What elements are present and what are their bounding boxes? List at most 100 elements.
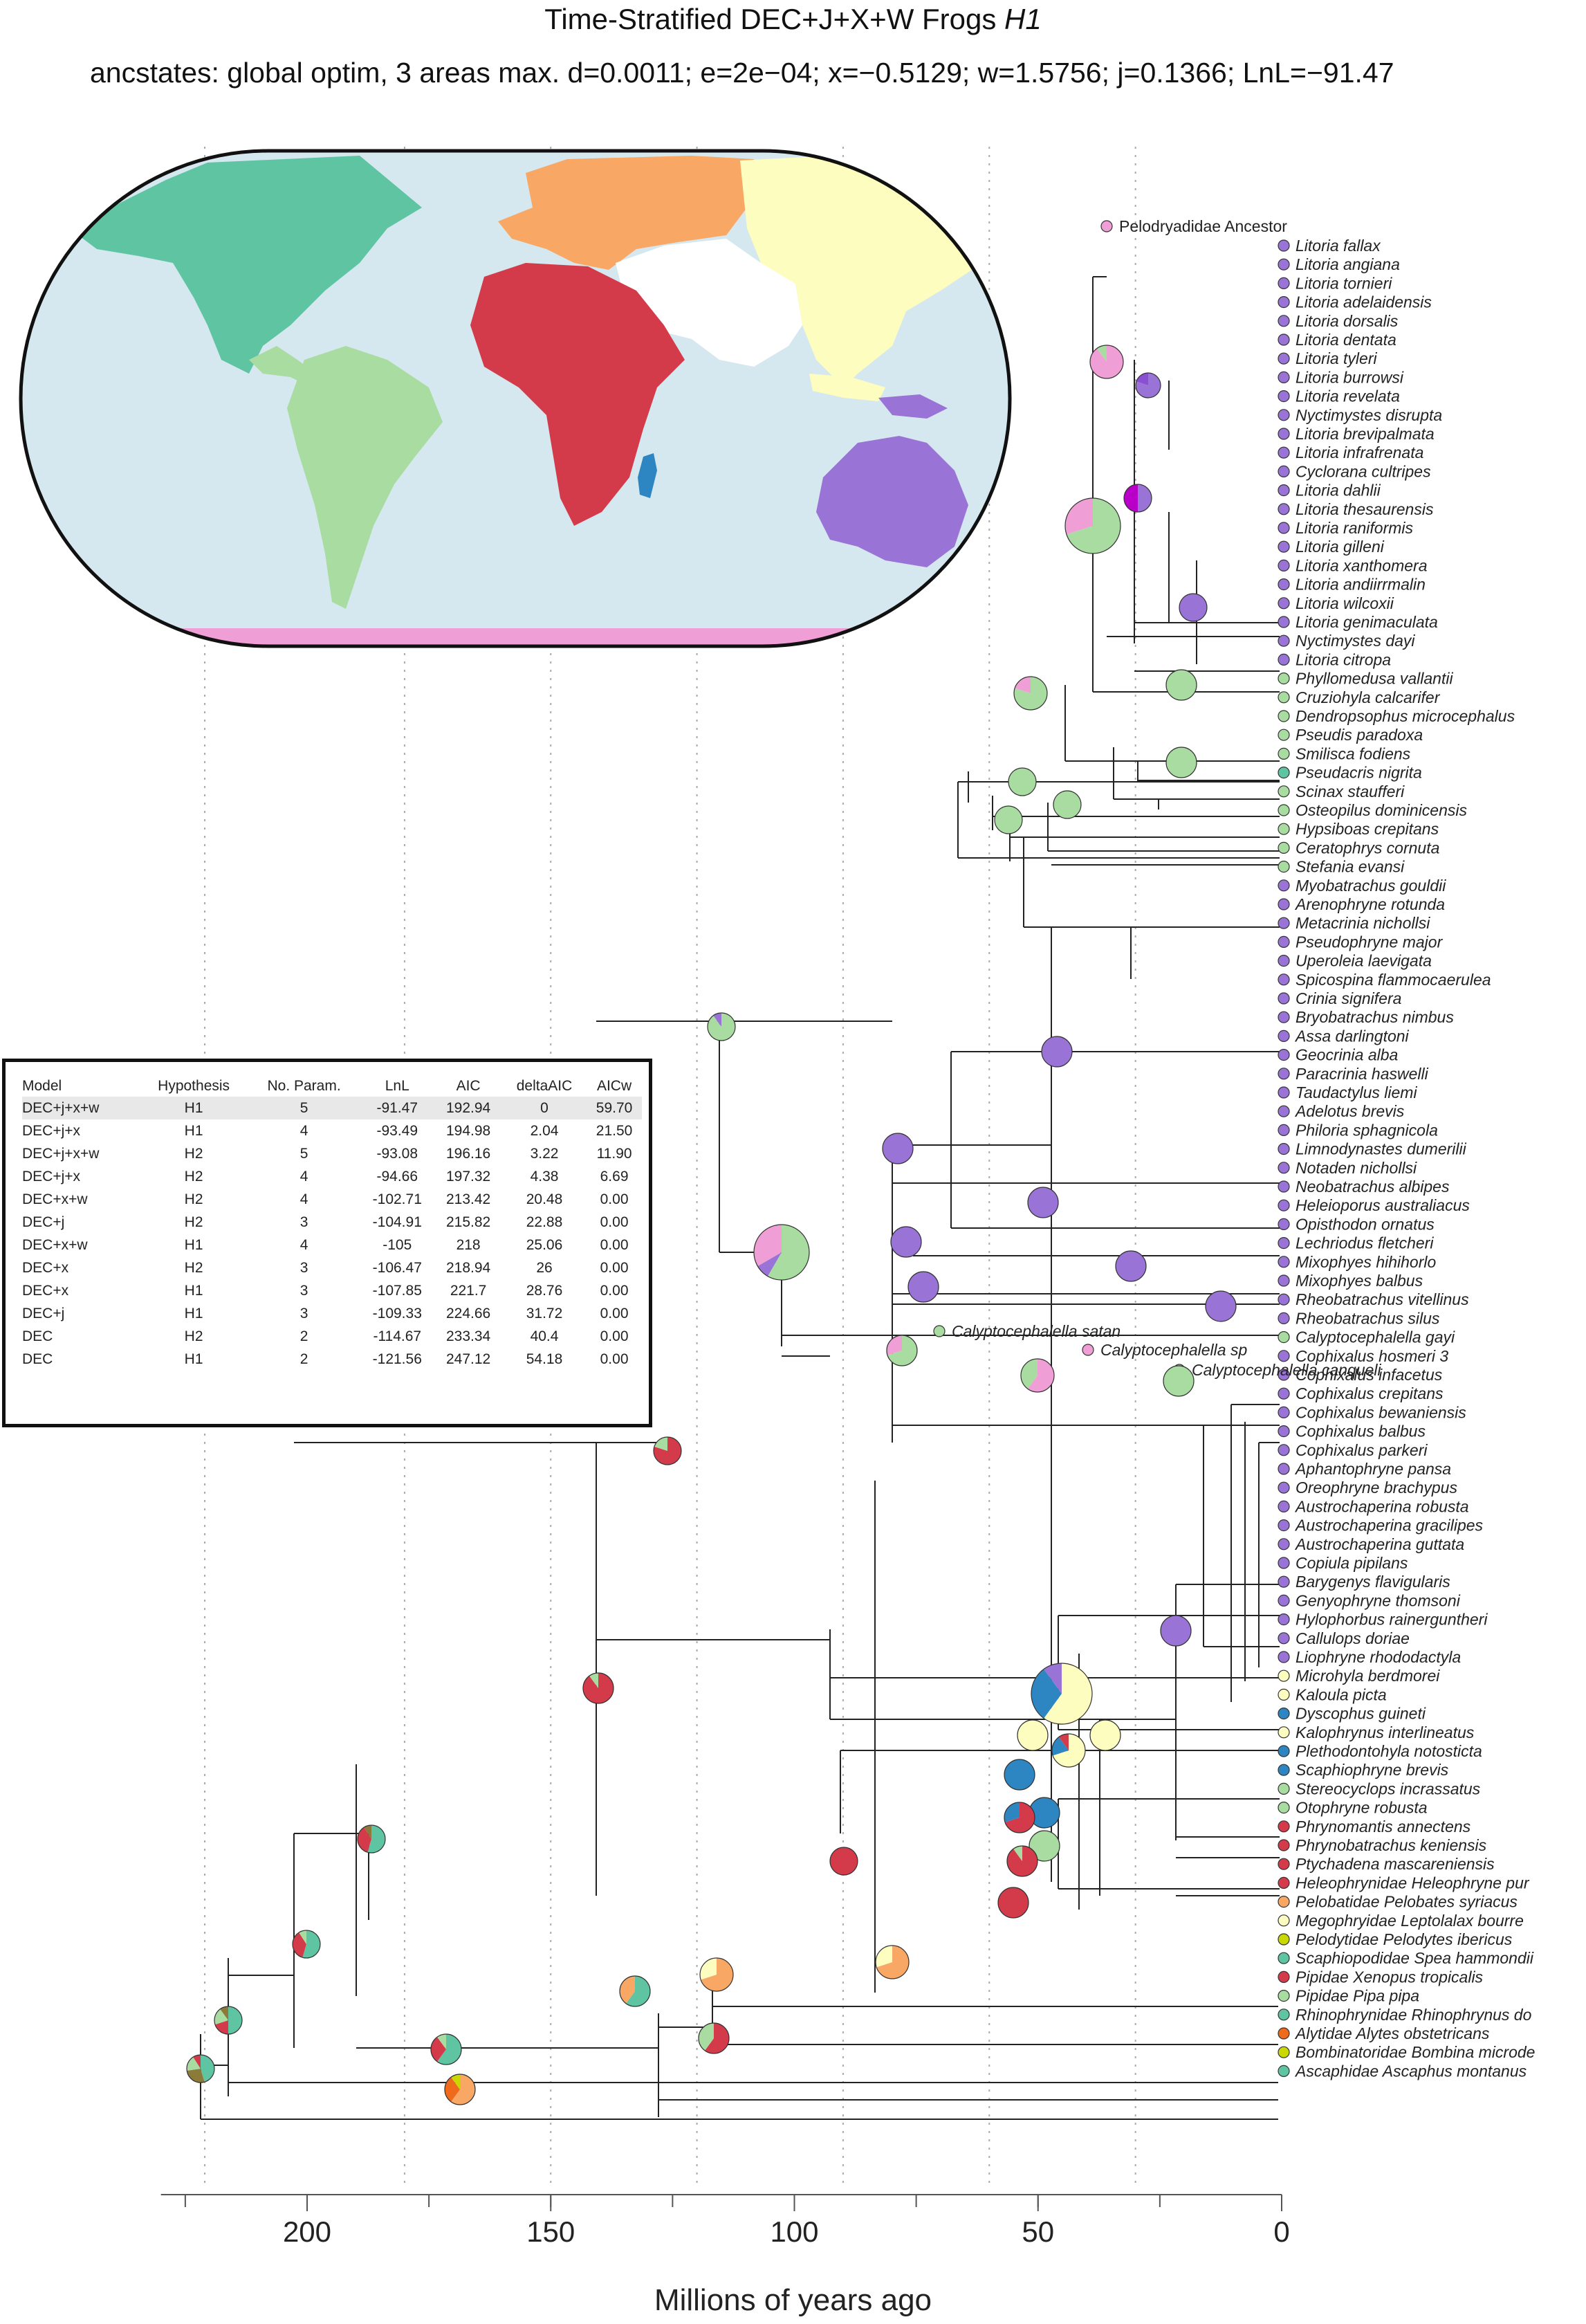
tip-marker — [1278, 1575, 1290, 1588]
pie-outline — [1115, 1250, 1147, 1282]
table-cell: DEC+j — [22, 1214, 65, 1230]
table-cell: 59.70 — [587, 1097, 642, 1119]
pie-slice — [1163, 1366, 1194, 1396]
tip-marker — [1278, 2065, 1290, 2077]
tip-marker — [1278, 2046, 1290, 2058]
table-cell: -104.91 — [372, 1214, 422, 1230]
axis-tick-label: 100 — [770, 2215, 818, 2248]
node-pies — [186, 345, 1237, 2105]
tip-label: Litoria infrafrenata — [1295, 443, 1423, 461]
pie-slice — [1053, 1734, 1085, 1767]
node-pie — [292, 1930, 321, 1959]
x-axis-label: Millions of years ago — [654, 2283, 932, 2317]
pie-outline — [1013, 676, 1048, 711]
table-row: DEC+x H2 3 -106.47 218.94 26 0.00 — [22, 1256, 642, 1279]
tip-label: Litoria dahlii — [1295, 482, 1381, 500]
tip-marker — [1278, 1142, 1290, 1155]
pie-slice — [768, 1224, 810, 1280]
tip-marker — [1278, 898, 1290, 911]
pie-outline — [707, 1012, 736, 1041]
tip-marker — [1278, 672, 1290, 685]
table-header-row: Model Hypothesis No. Param. LnL AIC deltaAIC A… — [22, 1076, 642, 1097]
pie-slice — [451, 2074, 476, 2105]
tip-marker — [1278, 1086, 1290, 1099]
table-cell: 0.00 — [600, 1351, 629, 1367]
tip-label: Litoria tyleri — [1295, 349, 1377, 367]
pie-slice — [1166, 747, 1197, 778]
node-pie — [1004, 1759, 1035, 1791]
node-pie — [186, 2054, 215, 2083]
table-header-cell: LnL — [385, 1078, 409, 1094]
table-header-cell: Model — [22, 1078, 62, 1094]
table-cell: 5 — [248, 1097, 360, 1119]
table-header-cell: AICw — [596, 1078, 632, 1094]
tip-label: Cophixalus balbus — [1295, 1422, 1426, 1440]
node-pie — [1160, 1615, 1192, 1647]
node-pie — [1089, 345, 1124, 379]
pie-slice — [1206, 1291, 1236, 1321]
tip-label: Litoria dentata — [1295, 331, 1396, 349]
axis-tick-label: 150 — [526, 2215, 575, 2248]
pie-slice — [876, 1946, 892, 1968]
pie-outline — [430, 2033, 462, 2065]
pie-slice — [1179, 594, 1207, 621]
tip-marker — [1278, 1933, 1290, 1946]
table-cell: 2 — [299, 1328, 308, 1344]
node-pie — [357, 1824, 386, 1854]
pie-slice — [1138, 484, 1152, 512]
tip-marker — [1278, 1162, 1290, 1174]
table-cell: -114.67 — [373, 1328, 422, 1344]
table-cell: DEC+x+w — [22, 1236, 88, 1253]
pie-slice — [887, 1335, 917, 1366]
tip-label: Litoria citropa — [1295, 650, 1391, 668]
tip-marker — [1278, 258, 1290, 271]
x-axis: 200 150 100 50 0 — [160, 2194, 1290, 2248]
pie-slice — [1053, 791, 1081, 818]
pie-outline — [1064, 497, 1121, 554]
pie-slice — [1028, 1187, 1058, 1218]
pie-slice — [1008, 768, 1036, 796]
table-body: DEC+j+x+w H1 5 -91.47 192.94 0 59.70 DEC+j+x H1 4… — [22, 1097, 642, 1371]
node-pie — [1031, 1663, 1093, 1725]
pie-outline — [1165, 669, 1197, 701]
pie-slice — [830, 1847, 858, 1875]
pie-slice — [1161, 1616, 1191, 1646]
tip-marker — [1278, 1858, 1290, 1870]
table-cell: H1 — [184, 1122, 203, 1139]
tip-label: Heleophrynidae Heleophryne pur — [1295, 1874, 1530, 1892]
tip-marker — [1278, 616, 1290, 628]
pie-outline — [699, 1957, 734, 1992]
tip-label: Barygenys flavigularis — [1295, 1573, 1450, 1591]
tip-label: Callulops doriae — [1295, 1629, 1410, 1647]
pie-slice — [358, 1827, 371, 1853]
tip-marker — [1278, 1425, 1290, 1438]
tip-label: Hypsiboas crepitans — [1295, 820, 1439, 838]
node-pie — [1013, 676, 1048, 711]
pie-outline — [1160, 1615, 1192, 1647]
node-pie — [1165, 669, 1197, 701]
tip-label: Pelobatidae Pelobates syriacus — [1295, 1893, 1518, 1911]
node-pie — [1205, 1290, 1237, 1322]
pie-slice — [1029, 1831, 1060, 1861]
tip-marker — [1278, 1312, 1290, 1325]
tip-marker — [1278, 1218, 1290, 1231]
pie-outline — [1163, 1365, 1195, 1397]
tip-marker — [1278, 653, 1290, 666]
map-australia — [816, 436, 968, 567]
node-pie — [1027, 1187, 1059, 1218]
table-cell: 4 — [299, 1122, 308, 1139]
node-pie — [1115, 1250, 1147, 1282]
node-pie — [1089, 1719, 1121, 1751]
table-cell: 11.90 — [596, 1145, 632, 1162]
world-map — [19, 149, 1012, 648]
table-row: DEC+x+w H1 4 -105 218 25.06 0.00 — [22, 1234, 642, 1256]
table-cell: -109.33 — [372, 1305, 422, 1321]
tip-marker — [1278, 935, 1290, 949]
tip-label: Litoria burrowsi — [1295, 368, 1404, 386]
pie-slice — [583, 1673, 614, 1704]
pie-slice — [698, 2023, 714, 2051]
pie-slice — [891, 1227, 921, 1257]
table-cell: H1 — [139, 1097, 248, 1119]
pie-outline — [1051, 1733, 1086, 1768]
node-pie — [1064, 497, 1121, 554]
